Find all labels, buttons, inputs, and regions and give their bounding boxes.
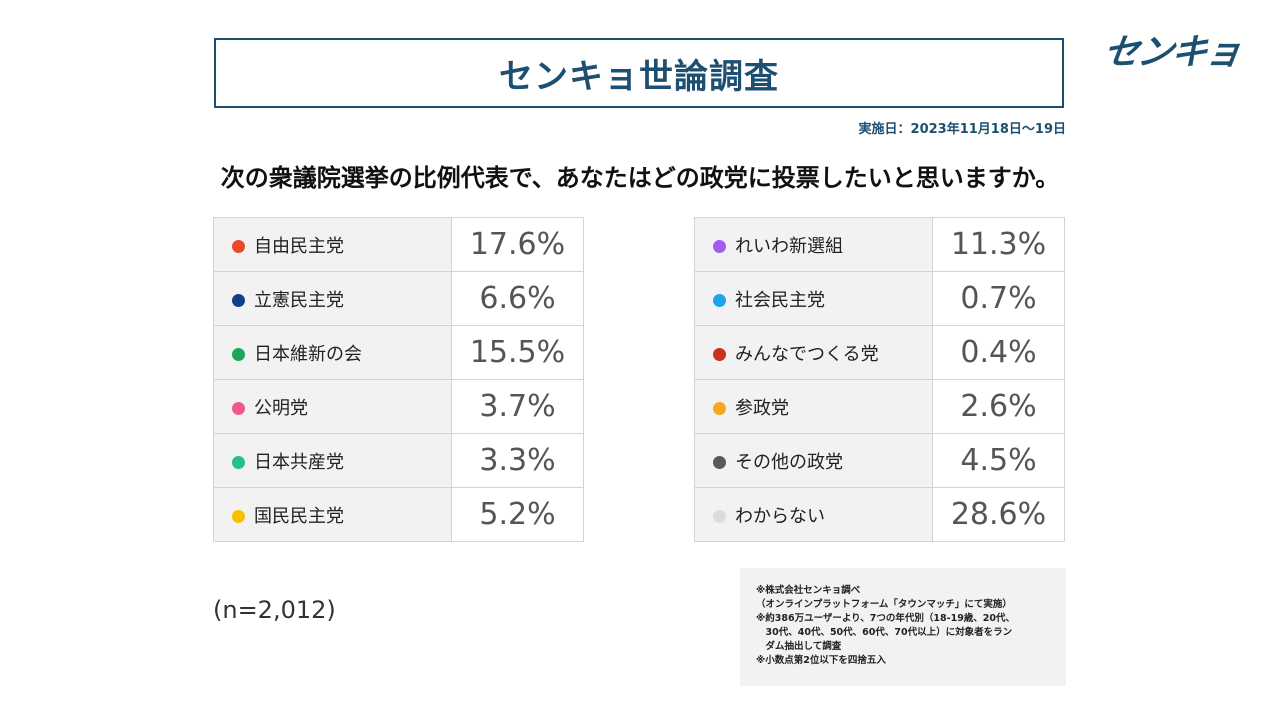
party-name-cell: 自由民主党: [213, 217, 452, 272]
table-row: わからない 28.6%: [694, 487, 1065, 542]
party-name-cell: れいわ新選組: [694, 217, 933, 272]
party-name: 日本共産党: [254, 451, 344, 473]
legend-dot-icon: [713, 293, 726, 307]
party-value: 28.6%: [932, 487, 1065, 542]
brand-logo: センキョ: [1100, 32, 1243, 73]
party-name: 社会民主党: [735, 289, 825, 311]
legend-dot-icon: [232, 401, 245, 415]
page-title: センキョ世論調査: [499, 56, 779, 97]
party-name: わからない: [735, 505, 825, 527]
party-name: れいわ新選組: [735, 235, 843, 257]
table-row: 日本共産党 3.3%: [213, 433, 584, 488]
party-name: 自由民主党: [254, 235, 344, 257]
legend-dot-icon: [232, 455, 245, 469]
table-row: 日本維新の会 15.5%: [213, 325, 584, 380]
note-line: ※約386万ユーザーより、7つの年代別（18-19歳、20代、: [756, 613, 1016, 624]
party-name-cell: 社会民主党: [694, 271, 933, 326]
sample-size: (n=2,012): [213, 596, 336, 624]
party-value: 3.3%: [451, 433, 584, 488]
note-line: ※株式会社センキョ調べ: [756, 585, 861, 596]
legend-dot-icon: [713, 455, 726, 469]
party-value: 3.7%: [451, 379, 584, 434]
title-box: センキョ世論調査: [214, 38, 1064, 108]
legend-dot-icon: [713, 401, 726, 415]
party-name-cell: 国民民主党: [213, 487, 452, 542]
party-value: 4.5%: [932, 433, 1065, 488]
party-name-cell: 公明党: [213, 379, 452, 434]
party-name-cell: その他の政党: [694, 433, 933, 488]
party-name-cell: 日本共産党: [213, 433, 452, 488]
table-row: その他の政党 4.5%: [694, 433, 1065, 488]
table-row: 社会民主党 0.7%: [694, 271, 1065, 326]
table-row: 立憲民主党 6.6%: [213, 271, 584, 326]
party-name: みんなでつくる党: [735, 343, 879, 365]
party-name: 日本維新の会: [254, 343, 362, 365]
note-line: 30代、40代、50代、60代、70代以上）に対象者をラン: [756, 627, 1013, 638]
party-value: 0.4%: [932, 325, 1065, 380]
party-value: 15.5%: [451, 325, 584, 380]
table-row: みんなでつくる党 0.4%: [694, 325, 1065, 380]
survey-question: 次の衆議院選挙の比例代表で、あなたはどの政党に投票したいと思いますか。: [220, 164, 1060, 192]
legend-dot-icon: [232, 347, 245, 361]
party-name-cell: わからない: [694, 487, 933, 542]
party-name-cell: 立憲民主党: [213, 271, 452, 326]
party-name-cell: みんなでつくる党: [694, 325, 933, 380]
legend-dot-icon: [713, 509, 726, 523]
party-value: 6.6%: [451, 271, 584, 326]
party-name-cell: 参政党: [694, 379, 933, 434]
party-name: 公明党: [254, 397, 308, 419]
party-name: 参政党: [735, 397, 789, 419]
note-line: ※小数点第2位以下を四捨五入: [756, 655, 886, 666]
party-table-right: れいわ新選組 11.3% 社会民主党 0.7% みんなでつくる党 0.4% 参政党 2.6% そ…: [694, 217, 1065, 542]
legend-dot-icon: [232, 239, 245, 253]
party-value: 5.2%: [451, 487, 584, 542]
legend-dot-icon: [232, 509, 245, 523]
note-line: （オンラインプラットフォーム「タウンマッチ」にて実施）: [756, 599, 1012, 610]
party-value: 2.6%: [932, 379, 1065, 434]
party-value: 0.7%: [932, 271, 1065, 326]
party-value: 11.3%: [932, 217, 1065, 272]
party-name-cell: 日本維新の会: [213, 325, 452, 380]
note-line: ダム抽出して調査: [756, 641, 842, 652]
party-name: 立憲民主党: [254, 289, 344, 311]
legend-dot-icon: [232, 293, 245, 307]
party-name: 国民民主党: [254, 505, 344, 527]
table-row: 国民民主党 5.2%: [213, 487, 584, 542]
legend-dot-icon: [713, 239, 726, 253]
table-row: 自由民主党 17.6%: [213, 217, 584, 272]
party-name: その他の政党: [735, 451, 843, 473]
table-row: れいわ新選組 11.3%: [694, 217, 1065, 272]
table-row: 参政党 2.6%: [694, 379, 1065, 434]
notes-box: ※株式会社センキョ調べ （オンラインプラットフォーム「タウンマッチ」にて実施） ※約…: [740, 568, 1066, 686]
legend-dot-icon: [713, 347, 726, 361]
survey-date: 実施日：2023年11月18日～19日: [858, 122, 1066, 137]
party-table-left: 自由民主党 17.6% 立憲民主党 6.6% 日本維新の会 15.5% 公明党 3.7% 日本共…: [213, 217, 584, 542]
party-value: 17.6%: [451, 217, 584, 272]
table-row: 公明党 3.7%: [213, 379, 584, 434]
